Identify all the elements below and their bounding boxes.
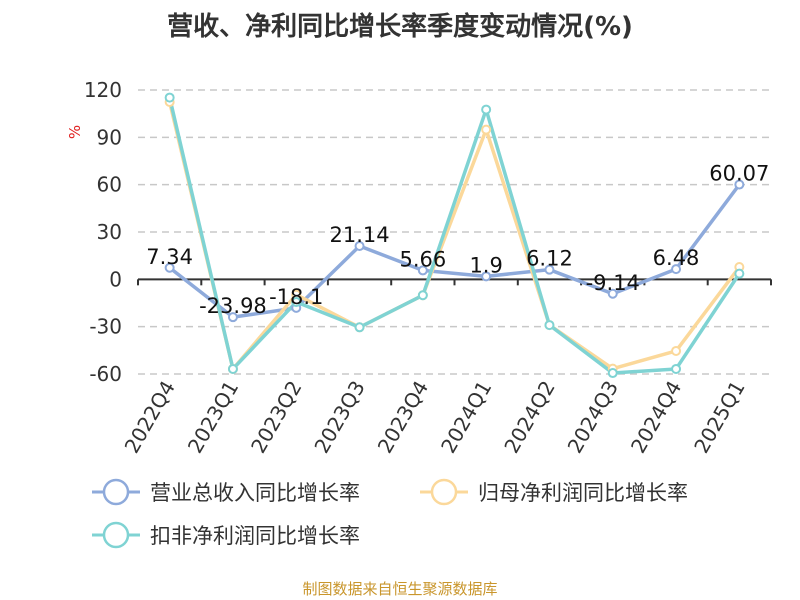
data-label: 21.14 <box>329 223 389 247</box>
data-label: -9.14 <box>586 271 640 295</box>
data-point <box>607 288 618 299</box>
legend-label: 营业总收入同比增长率 <box>150 481 360 505</box>
y-tick-label: 60 <box>97 173 122 197</box>
data-label: 6.48 <box>653 246 700 270</box>
source-note: 制图数据来自恒生聚源数据库 <box>302 580 498 598</box>
data-point <box>671 345 682 356</box>
data-point <box>354 322 365 333</box>
data-point <box>417 290 428 301</box>
legend-label: 归母净利润同比增长率 <box>478 481 688 505</box>
y-tick-label: 120 <box>84 78 122 102</box>
x-tick-label: 2023Q2 <box>246 377 306 458</box>
data-point <box>544 264 555 275</box>
data-point <box>671 363 682 374</box>
data-point <box>671 264 682 275</box>
data-label: 60.07 <box>709 162 769 186</box>
series-line-2 <box>167 97 741 375</box>
x-tick-label: 2024Q4 <box>626 377 686 458</box>
data-point <box>291 297 302 308</box>
data-label: -18.1 <box>269 285 323 309</box>
data-point <box>227 312 238 323</box>
data-point <box>164 262 175 273</box>
series-line-0 <box>168 183 741 319</box>
y-tick-label: 30 <box>97 220 122 244</box>
chart-title: 营收、净利同比增长率季度变动情况(%) <box>167 12 633 42</box>
x-tick-label: 2024Q1 <box>436 377 496 458</box>
y-tick-label: 0 <box>109 267 122 291</box>
y-tick-label: -30 <box>89 315 122 339</box>
data-point <box>481 124 492 135</box>
data-point <box>607 368 618 379</box>
data-point <box>227 363 238 374</box>
x-tick-label: 2023Q1 <box>183 377 243 458</box>
data-point <box>734 268 745 279</box>
x-tick-label: 2024Q3 <box>563 377 623 458</box>
data-label: 7.34 <box>146 245 193 269</box>
data-point <box>481 104 492 115</box>
x-tick-label: 2023Q3 <box>309 377 369 458</box>
x-tick-label: 2025Q1 <box>689 377 749 458</box>
data-point <box>481 271 492 282</box>
data-point <box>417 265 428 276</box>
data-point <box>164 92 175 103</box>
x-tick-label: 2024Q2 <box>499 377 559 458</box>
data-label: 6.12 <box>526 247 573 271</box>
data-point <box>734 179 745 190</box>
data-point <box>354 240 365 251</box>
y-tick-label: 90 <box>97 125 122 149</box>
legend-marker <box>102 478 130 506</box>
x-tick-label: 2023Q4 <box>373 377 433 458</box>
data-label: 5.66 <box>399 247 446 271</box>
data-point <box>544 320 555 331</box>
data-label: 1.9 <box>469 253 502 277</box>
legend-marker <box>102 521 130 549</box>
legend-marker <box>430 478 458 506</box>
series-line-1 <box>167 101 741 371</box>
data-label: -23.98 <box>199 294 267 318</box>
legend-label: 扣非净利润同比增长率 <box>150 524 360 548</box>
x-tick-label: 2022Q4 <box>120 377 180 458</box>
y-tick-label: -60 <box>89 362 122 386</box>
y-axis-label: % <box>66 125 84 139</box>
